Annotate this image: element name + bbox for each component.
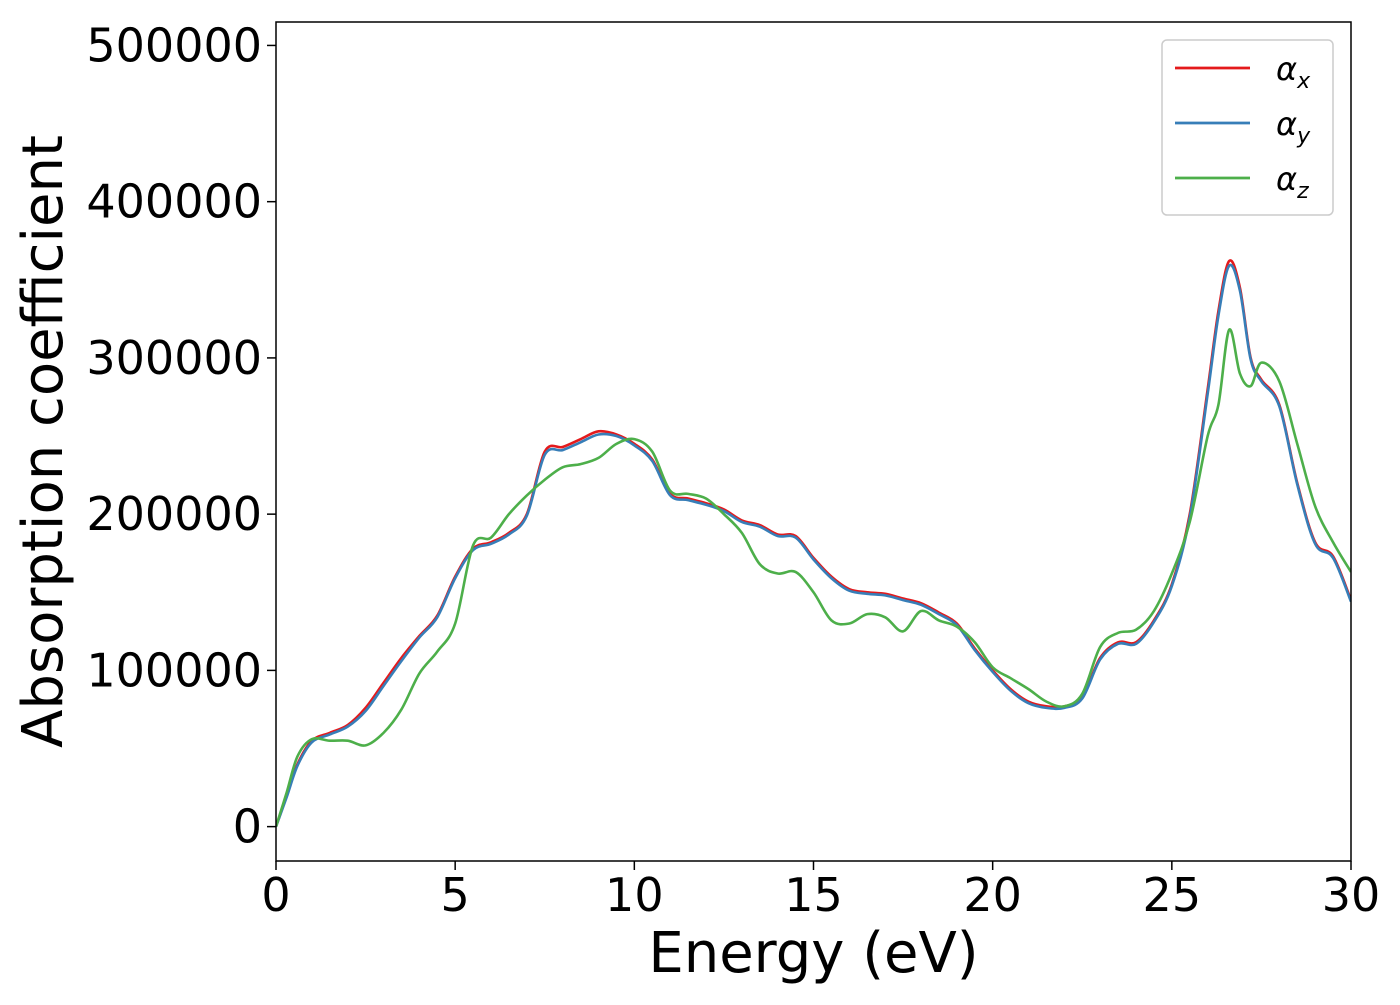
series-line-z [276,328,1351,828]
y-tick-label: 500000 [86,18,262,72]
y-tick-label: 200000 [86,487,262,541]
legend-label-y: αy [1276,105,1311,149]
y-axis-title: Absorption coefficient [11,135,76,748]
x-ticks: 0 5 10 15 20 25 30 [261,861,1380,922]
y-tick-label: 100000 [86,643,262,697]
x-tick-label: 5 [441,868,470,922]
legend-box [1161,39,1334,216]
x-tick-label: 0 [261,868,290,922]
series-line-x [276,259,1351,828]
y-tick-label: 0 [233,800,262,854]
y-tick-label: 300000 [86,331,262,385]
x-axis-title: Energy (eV) [648,921,978,986]
x-tick-label: 10 [605,868,664,922]
legend-label-x: αx [1276,50,1311,94]
x-tick-label: 25 [1143,868,1202,922]
legend: αx αy αz [1161,39,1334,216]
y-ticks: 0 100000 200000 300000 400000 500000 [86,18,276,854]
y-tick-label: 400000 [86,175,262,229]
series-layer [276,259,1351,828]
legend-label-z: αz [1276,160,1309,204]
x-tick-label: 20 [963,868,1022,922]
series-line-y [276,263,1351,828]
x-tick-label: 15 [784,868,843,922]
x-tick-label: 30 [1322,868,1381,922]
